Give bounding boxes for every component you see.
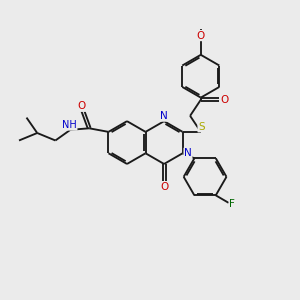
Text: NH: NH [62,120,77,130]
Text: N: N [184,148,192,158]
Text: F: F [229,199,235,209]
Text: O: O [160,182,168,192]
Text: N: N [160,111,168,121]
Text: S: S [198,122,205,132]
Text: O: O [197,31,205,40]
Text: O: O [77,101,86,111]
Text: O: O [221,95,229,105]
